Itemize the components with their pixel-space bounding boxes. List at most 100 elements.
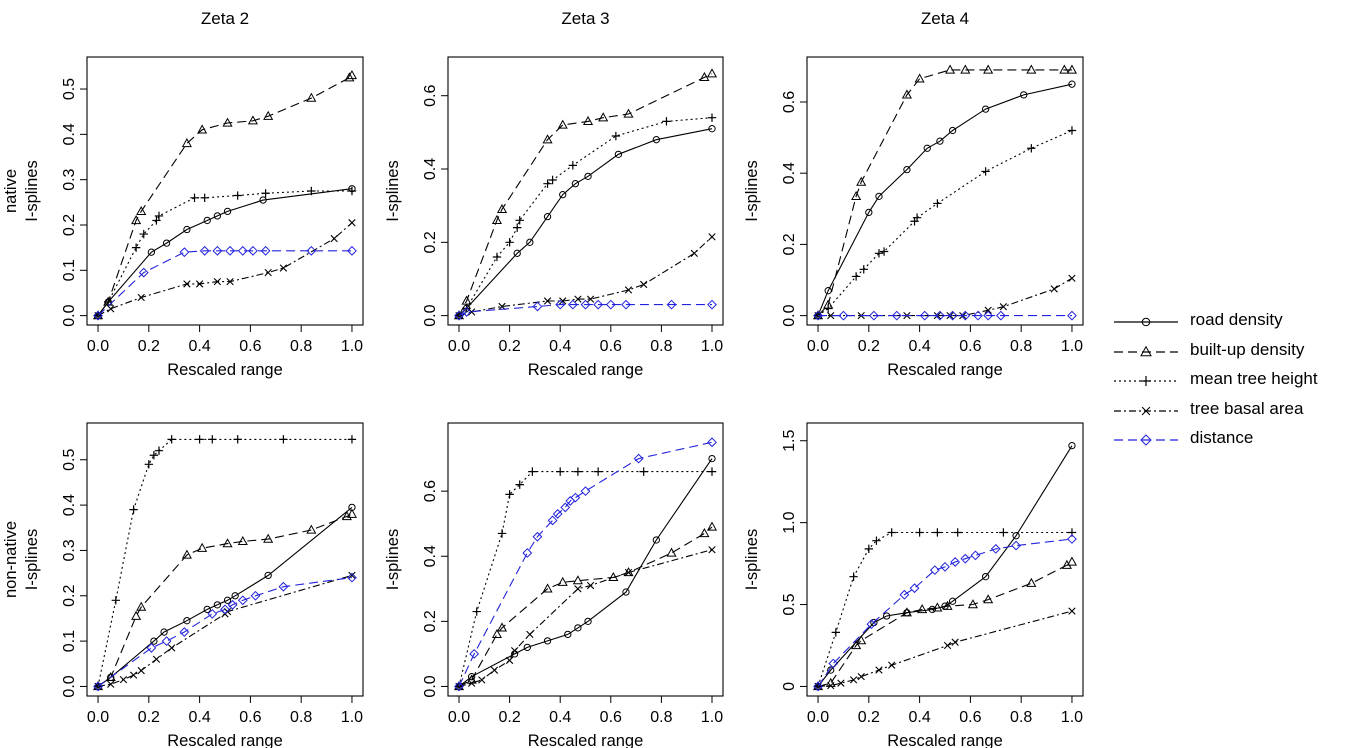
data-point-plus bbox=[707, 113, 717, 122]
y-axis-label: I-splines bbox=[743, 529, 761, 590]
data-point-plus bbox=[933, 199, 942, 208]
x-tick-label: 0.2 bbox=[498, 709, 520, 726]
data-point-cross bbox=[348, 219, 356, 227]
data-point-cross bbox=[1068, 274, 1076, 282]
series-distance bbox=[454, 299, 717, 321]
data-point-triangle bbox=[856, 635, 867, 645]
data-point-plus bbox=[543, 179, 552, 188]
data-point-cross bbox=[951, 638, 959, 646]
data-point-cross bbox=[129, 671, 138, 679]
data-point-triangle bbox=[197, 542, 208, 552]
data-point-plus bbox=[851, 272, 861, 281]
data-point-circle bbox=[936, 137, 944, 145]
legend-label: distance bbox=[1190, 428, 1254, 447]
data-point-circle bbox=[543, 213, 552, 221]
data-point-triangle bbox=[960, 64, 971, 74]
data-point-plus bbox=[152, 216, 161, 225]
y-tick-label: 0.4 bbox=[781, 162, 798, 184]
data-point-plus bbox=[131, 243, 141, 252]
data-point-circle bbox=[564, 630, 572, 639]
data-point-plus bbox=[872, 536, 881, 545]
data-point-triangle bbox=[237, 535, 248, 546]
data-point-cross bbox=[1068, 607, 1076, 615]
x-tick-label: 0.6 bbox=[600, 338, 622, 355]
data-point-diamond bbox=[1067, 534, 1077, 544]
x-tick-label: 0.6 bbox=[959, 709, 981, 726]
data-point-circle bbox=[584, 172, 592, 180]
data-point-circle bbox=[571, 180, 580, 188]
data-point-plus bbox=[874, 249, 884, 258]
series-distance bbox=[813, 310, 1077, 321]
data-point-plus bbox=[144, 460, 154, 469]
series-distance bbox=[813, 534, 1077, 692]
data-point-diamond bbox=[237, 245, 248, 256]
series-built-up-density bbox=[453, 521, 718, 691]
data-point-triangle bbox=[706, 68, 718, 78]
data-point-circle bbox=[150, 637, 158, 645]
data-point-triangle bbox=[851, 190, 862, 200]
data-point-plus bbox=[879, 247, 889, 256]
data-point-cross bbox=[708, 233, 716, 241]
data-point-cross bbox=[1141, 406, 1151, 415]
data-point-plus bbox=[953, 528, 962, 537]
data-point-triangle bbox=[1059, 64, 1070, 74]
data-point-plus bbox=[639, 467, 648, 476]
data-point-triangle bbox=[945, 64, 956, 74]
data-point-circle bbox=[1068, 80, 1076, 88]
data-point-diamond bbox=[707, 437, 717, 448]
x-tick-label: 0.4 bbox=[908, 709, 930, 726]
x-tick-label: 0.2 bbox=[138, 338, 160, 355]
data-point-diamond bbox=[207, 608, 218, 619]
data-point-circle bbox=[708, 125, 716, 133]
data-point-triangle bbox=[557, 119, 568, 129]
data-point-plus bbox=[823, 304, 833, 313]
x-tick-label: 0.8 bbox=[1010, 338, 1032, 355]
legend-label: road density bbox=[1190, 310, 1283, 329]
data-point-plus bbox=[307, 186, 316, 196]
series-line-built-up-density bbox=[97, 513, 353, 687]
data-point-diamond bbox=[552, 509, 563, 519]
data-point-diamond bbox=[547, 515, 558, 526]
data-point-triangle bbox=[1061, 559, 1072, 569]
data-point-plus bbox=[707, 467, 717, 476]
data-point-plus bbox=[512, 223, 522, 232]
y-tick-label: 0.5 bbox=[781, 593, 798, 615]
series-line-built-up-density bbox=[458, 526, 713, 687]
data-point-cross bbox=[586, 295, 595, 303]
series-road-density bbox=[455, 125, 716, 320]
data-point-cross bbox=[137, 293, 145, 302]
series-mean-tree-height bbox=[93, 435, 357, 691]
y-tick-label: 0.4 bbox=[61, 123, 78, 145]
series-line-tree-basal-area bbox=[818, 277, 1073, 317]
data-point-plus bbox=[190, 193, 199, 202]
data-point-circle bbox=[614, 150, 623, 158]
data-point-cross bbox=[888, 661, 896, 669]
x-tick-label: 0.4 bbox=[549, 709, 571, 726]
y-tick-label: 0.4 bbox=[61, 494, 78, 516]
series-built-up-density bbox=[812, 64, 1078, 320]
data-point-triangle bbox=[197, 124, 208, 134]
data-point-circle bbox=[827, 666, 835, 674]
data-point-diamond bbox=[813, 310, 823, 321]
y-tick-label: 0.2 bbox=[422, 231, 439, 253]
x-tick-label: 0.4 bbox=[188, 709, 210, 726]
data-point-diamond bbox=[138, 267, 149, 278]
data-point-plus bbox=[981, 167, 990, 176]
series-built-up-density bbox=[453, 68, 718, 320]
data-point-cross bbox=[624, 286, 633, 294]
data-point-plus bbox=[933, 528, 942, 537]
data-point-triangle bbox=[222, 117, 233, 127]
y-axis-label: I-splines bbox=[743, 160, 761, 221]
x-tick-label: 0.2 bbox=[498, 338, 520, 355]
data-point-diamond bbox=[838, 310, 849, 321]
legend: road density built-up density mean tree … bbox=[1112, 308, 1348, 456]
series-road-density bbox=[94, 185, 356, 320]
data-point-diamond bbox=[179, 247, 190, 258]
series-tree-basal-area bbox=[94, 219, 356, 320]
x-tick-label: 0.6 bbox=[959, 338, 981, 355]
y-tick-label: 0.2 bbox=[61, 214, 78, 236]
data-point-diamond bbox=[237, 595, 248, 606]
data-point-triangle bbox=[1026, 577, 1037, 587]
data-point-plus bbox=[195, 435, 204, 444]
series-line-distance bbox=[458, 304, 712, 317]
